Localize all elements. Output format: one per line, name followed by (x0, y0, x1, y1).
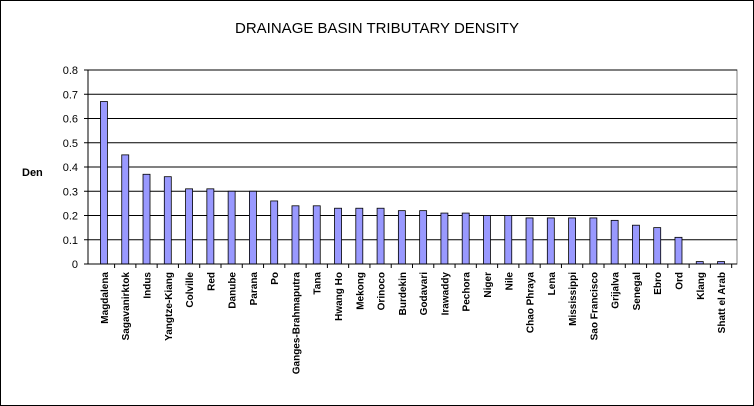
y-tick-label: 0.7 (63, 89, 78, 101)
x-category-label: Sao Francisco (589, 272, 600, 340)
y-tick-label: 0.1 (63, 235, 78, 247)
bar (589, 217, 598, 265)
y-tick-label: 0.5 (63, 138, 78, 150)
y-tick-label: 0.8 (63, 65, 78, 77)
x-category-label: Po (270, 272, 281, 285)
axes (84, 69, 737, 268)
bar (249, 190, 257, 265)
bar (312, 205, 321, 265)
bar (419, 210, 428, 265)
bar (355, 207, 364, 265)
bar (483, 215, 491, 265)
x-category-label: Shatt el Arab (717, 272, 728, 333)
bar (397, 210, 406, 265)
x-category-label: Mekong (355, 272, 366, 310)
x-category-label: Mississippi (568, 272, 579, 326)
bar (227, 190, 236, 265)
x-category-label: Grijalva (611, 272, 622, 309)
x-category-label: Tana (313, 272, 324, 295)
bar (546, 217, 555, 265)
x-category-label: Niger (483, 272, 494, 298)
x-category-label: Godavari (419, 272, 430, 316)
bar (291, 205, 300, 265)
x-category-label: Burdekin (398, 272, 409, 315)
bar (461, 212, 470, 265)
x-category-label: Sagavanirktok (121, 272, 132, 341)
x-category-label: Nile (504, 272, 515, 291)
bar (206, 188, 215, 265)
x-category-label: Red (206, 272, 217, 291)
x-category-label: Ord (674, 272, 685, 290)
x-category-label: Yangtze-Kiang (164, 272, 175, 341)
x-category-label: Ganges-Brahmaputra (291, 272, 302, 375)
bar (270, 200, 279, 265)
x-category-label: Lena (547, 272, 558, 296)
bar (440, 212, 449, 265)
x-category-label: Chao Phraya (526, 272, 537, 334)
x-category-label: Danube (228, 272, 239, 309)
bar (376, 207, 385, 265)
x-category-labels: Magdalena Sagavanirktok Indus Yangtze-Kiang… (100, 272, 728, 375)
bar (334, 207, 342, 265)
bar (100, 101, 108, 265)
y-tick-label: 0.3 (63, 186, 78, 198)
bar (142, 173, 151, 265)
bars (100, 101, 725, 265)
y-tick-label: 0 (72, 259, 78, 271)
bar (525, 217, 534, 265)
y-tick-label: 0.6 (63, 114, 78, 126)
chart-title: DRAINAGE BASIN TRIBUTARY DENSITY (235, 20, 519, 37)
y-axis-label: Den (22, 167, 43, 179)
x-category-label: Indus (143, 272, 154, 299)
x-category-label: Magdalena (100, 272, 111, 324)
x-category-label: Irawaddy (440, 272, 451, 316)
x-category-label: Parana (249, 272, 260, 306)
bar (185, 188, 193, 265)
bar (568, 217, 576, 265)
bar (632, 224, 640, 265)
bar (163, 176, 172, 265)
x-category-label: Colville (185, 272, 196, 308)
x-category-label: Klang (696, 272, 707, 300)
x-category-label: Pechora (462, 272, 473, 312)
bar (610, 219, 619, 265)
y-tick-labels: 0 0.1 0.2 0.3 0.4 0.5 0.6 0.7 0.8 (63, 65, 78, 271)
gridlines (88, 69, 737, 241)
y-tick-label: 0.2 (63, 211, 78, 223)
x-category-label: Senegal (632, 272, 643, 311)
bar (504, 215, 513, 265)
bar (653, 227, 662, 265)
bar (121, 154, 130, 265)
x-category-label: Orinoco (377, 272, 388, 310)
x-category-label: Ebro (653, 272, 664, 295)
x-category-label: Hwang Ho (334, 272, 345, 321)
y-tick-label: 0.4 (63, 162, 78, 174)
bar (674, 236, 683, 265)
